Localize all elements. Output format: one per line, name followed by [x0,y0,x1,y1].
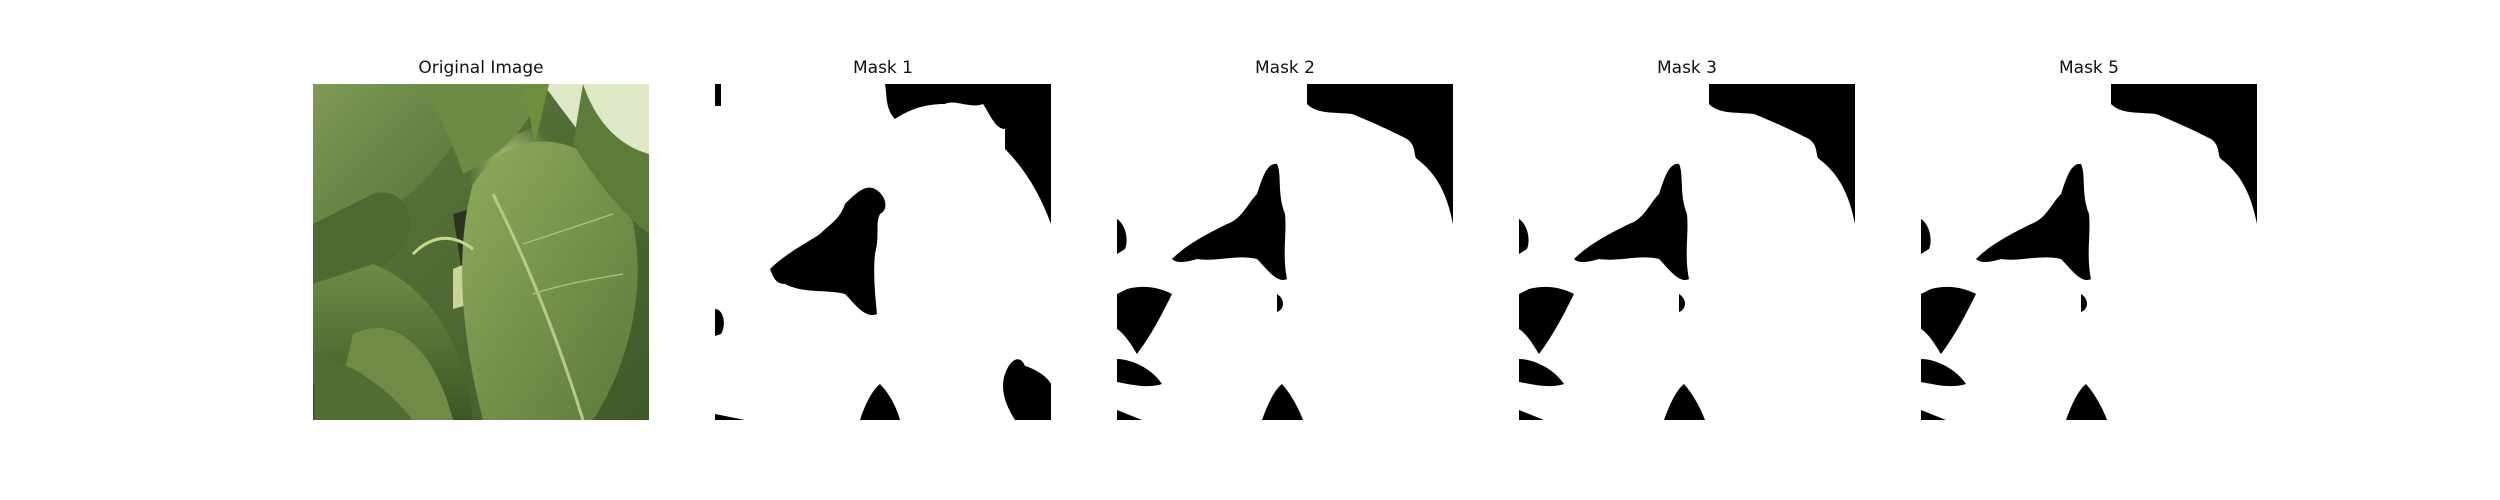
panel-original-image: Original Image [313,0,649,500]
panel-title: Original Image [418,58,544,78]
panel-mask-1: Mask 1 [715,0,1051,500]
panel-title: Mask 2 [1254,58,1315,78]
panel-title: Mask 1 [852,58,913,78]
panel-title: Mask 3 [1656,58,1717,78]
original-leaf-photo [313,84,649,420]
mask-1-image [715,84,1051,420]
panel-mask-5: Mask 5 [1921,0,2257,500]
panel-mask-3: Mask 3 [1519,0,1855,500]
panel-mask-2: Mask 2 [1117,0,1453,500]
mask-3-image [1519,84,1855,420]
panel-title: Mask 5 [2058,58,2119,78]
mask-2-image [1117,84,1453,420]
mask-5-image [1921,84,2257,420]
